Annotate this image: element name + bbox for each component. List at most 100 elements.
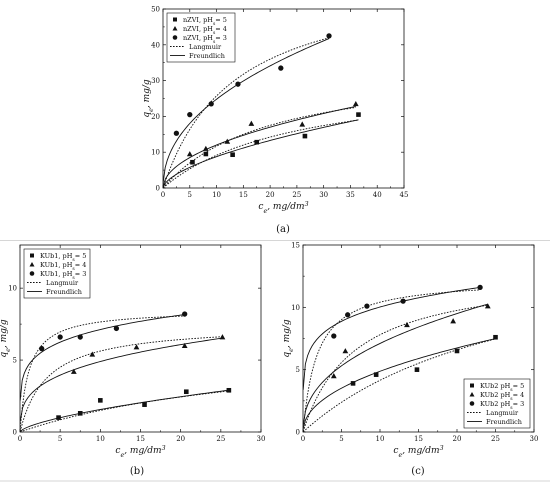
legend-entry-label: KUb1, pHs= 3 <box>40 270 86 281</box>
x-tick-label: 10 <box>212 191 221 199</box>
x-axis-label: ce, mg/dm3 <box>258 201 308 215</box>
y-tick-label: 5 <box>13 357 17 365</box>
data-point-circle <box>187 111 193 118</box>
x-tick-label: 10 <box>376 435 385 443</box>
y-tick-label: 40 <box>151 41 160 49</box>
data-point-square <box>190 159 195 165</box>
data-point-square <box>56 415 61 420</box>
x-tick-label: 5 <box>339 435 343 443</box>
data-point-triangle <box>133 344 140 350</box>
data-point-square <box>183 389 189 395</box>
data-point-square <box>350 381 356 386</box>
legend-box <box>166 12 236 63</box>
data-point-circle <box>345 312 351 318</box>
panel-caption: (a) <box>276 224 290 235</box>
data-point-square <box>142 402 147 407</box>
y-axis-label: qe, mg/g <box>282 319 295 358</box>
y-tick-label: 10 <box>8 285 17 293</box>
legend-model-label: Freundlich <box>486 418 522 426</box>
data-point-triangle <box>219 334 226 340</box>
x-tick-label: 30 <box>319 191 328 199</box>
freundlich-fit-curve <box>303 286 481 390</box>
data-point-circle <box>400 298 406 304</box>
data-point-circle <box>331 333 337 339</box>
y-tick-label: 0 <box>296 429 300 437</box>
langmuir-fit-curve <box>20 315 185 430</box>
y-tick-label: 5 <box>296 366 300 374</box>
data-point-triangle <box>248 120 255 126</box>
legend-model-label: Freundlich <box>46 288 82 296</box>
y-tick-label: 15 <box>291 242 300 250</box>
x-tick-label: 15 <box>239 191 248 199</box>
data-point-circle <box>182 311 188 317</box>
data-point-circle <box>235 81 241 87</box>
y-tick-label: 10 <box>291 304 300 312</box>
langmuir-fit-curve <box>20 390 229 432</box>
x-tick-label: 25 <box>216 435 225 443</box>
langmuir-fit-curve <box>163 119 359 188</box>
data-point-circle <box>364 303 370 309</box>
legend-entry-label: nZVI, pHs= 4 <box>183 25 227 36</box>
langmuir-fit-curve <box>163 37 330 188</box>
x-tick-label: 20 <box>266 191 275 199</box>
data-point-triangle <box>224 138 231 144</box>
legend-marker-circle <box>172 35 178 40</box>
panel-caption: (b) <box>130 466 144 477</box>
data-point-triangle <box>342 348 349 354</box>
langmuir-fit-curve <box>20 336 223 432</box>
x-axis-label: ce, mg/dm3 <box>393 445 443 459</box>
data-point-triangle <box>352 100 359 107</box>
legend-box <box>23 248 91 299</box>
langmuir-fit-curve <box>303 304 488 432</box>
y-tick-label: 0 <box>156 185 160 193</box>
x-tick-label: 15 <box>136 435 145 443</box>
x-tick-label: 5 <box>58 435 62 443</box>
x-tick-label: 40 <box>373 191 382 199</box>
legend-entry-label: KUb1, pHs= 4 <box>40 261 86 272</box>
x-tick-label: 15 <box>414 435 423 443</box>
x-tick-label: 0 <box>18 435 22 443</box>
legend-entry-label: KUb1, pHs= 5 <box>40 252 86 263</box>
langmuir-fit-curve <box>303 338 496 432</box>
legend-box <box>463 378 531 429</box>
legend-entry-label: KUb2 pHs= 3 <box>480 400 524 411</box>
legend-marker-circle <box>469 401 475 406</box>
panel-caption: (c) <box>411 466 425 477</box>
langmuir-fit-curve <box>163 107 356 188</box>
data-point-square <box>254 139 260 145</box>
chart-panel-b: 0 5 10 15 20 25 30 0 5 10 ce, mg/dm3 qe, mg/g KUb1, … <box>0 244 266 477</box>
legend-entry-label: nZVI, pHs= 3 <box>183 34 227 45</box>
legend-entry-label: KUb2 pHs= 5 <box>480 382 524 393</box>
data-point-triangle <box>202 145 209 151</box>
data-point-triangle <box>70 368 77 374</box>
freundlich-fit-curve <box>303 303 488 426</box>
y-tick-label: 0 <box>13 429 17 437</box>
x-tick-label: 20 <box>176 435 185 443</box>
x-tick-label: 20 <box>453 435 462 443</box>
freundlich-fit-curve <box>163 119 359 188</box>
freundlich-fit-curve <box>20 314 185 401</box>
data-point-square <box>493 334 498 340</box>
legend-marker-square <box>470 383 474 388</box>
x-tick-label: 10 <box>96 435 105 443</box>
data-point-square <box>356 112 361 117</box>
chart-panel-a: 0 5 10 15 20 25 30 35 40 45 0 10 20 30 40 50 ce, mg/dm3 q… <box>142 6 408 236</box>
x-tick-label: 45 <box>400 191 409 199</box>
x-tick-label: 30 <box>257 435 266 443</box>
data-point-triangle <box>450 318 457 324</box>
legend-marker-triangle <box>29 262 35 267</box>
x-tick-label: 35 <box>346 191 355 199</box>
data-point-square <box>230 152 235 158</box>
legend-entry-label: KUb2 pHs= 4 <box>480 391 524 402</box>
data-point-triangle <box>330 373 337 379</box>
x-tick-label: 30 <box>530 435 539 443</box>
data-point-circle <box>208 101 214 107</box>
freundlich-fit-curve <box>303 338 496 429</box>
x-tick-label: 5 <box>188 191 192 199</box>
freundlich-fit-curve <box>163 105 356 187</box>
x-tick-label: 25 <box>292 191 301 199</box>
